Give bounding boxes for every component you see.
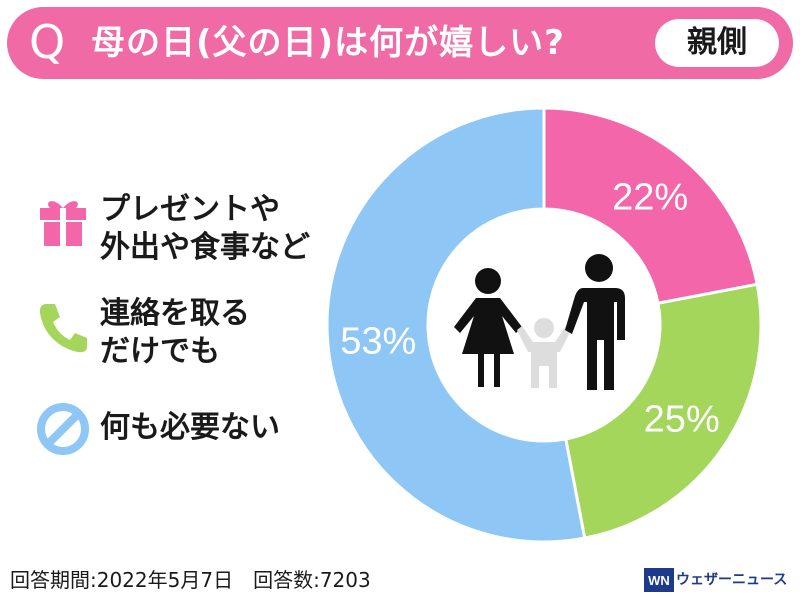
brand-name: ウェザーニュース	[676, 572, 788, 588]
slice-label-gift: 22%	[612, 177, 688, 219]
legend-label-nothing: 何も必要ない	[100, 410, 280, 445]
weathernews-logo: WN ウェザーニュース	[644, 568, 794, 592]
phone-icon	[39, 304, 87, 353]
survey-period: 回答期間:2022年5月7日 回答数:7203	[10, 568, 371, 592]
donut-slices	[325, 106, 763, 544]
question-mark: Q	[29, 15, 66, 69]
legend-label-gift-line1: プレゼントや	[100, 192, 280, 227]
legend-label-phone-line2: だけでも	[100, 334, 220, 369]
legend-label-gift-line2: 外出や食事など	[100, 230, 310, 265]
legend-item-gift: プレゼントや 外出や食事など	[36, 192, 356, 276]
family-icon	[454, 254, 625, 390]
slice-phone	[563, 282, 763, 540]
slice-nothing	[325, 106, 587, 544]
slice-gift	[542, 106, 759, 306]
logo-mark-text: WN	[648, 573, 670, 588]
slice-labels: 22% 25% 53%	[340, 177, 720, 441]
slice-label-phone: 25%	[644, 399, 720, 441]
wn-logo-icon: WN	[644, 568, 674, 592]
prohibited-icon	[37, 403, 89, 455]
legend-item-nothing: 何も必要ない	[36, 402, 356, 458]
legend-label-phone-line1: 連絡を取る	[100, 296, 250, 331]
question-title: 母の日(父の日)は何が嬉しい?	[91, 23, 565, 63]
respondent-badge: 親側	[655, 19, 779, 67]
gift-icon	[40, 201, 86, 246]
slice-label-nothing: 53%	[340, 321, 416, 363]
legend-item-phone: 連絡を取る だけでも	[36, 296, 356, 380]
question-header: Q 母の日(父の日)は何が嬉しい? 親側	[7, 7, 793, 79]
